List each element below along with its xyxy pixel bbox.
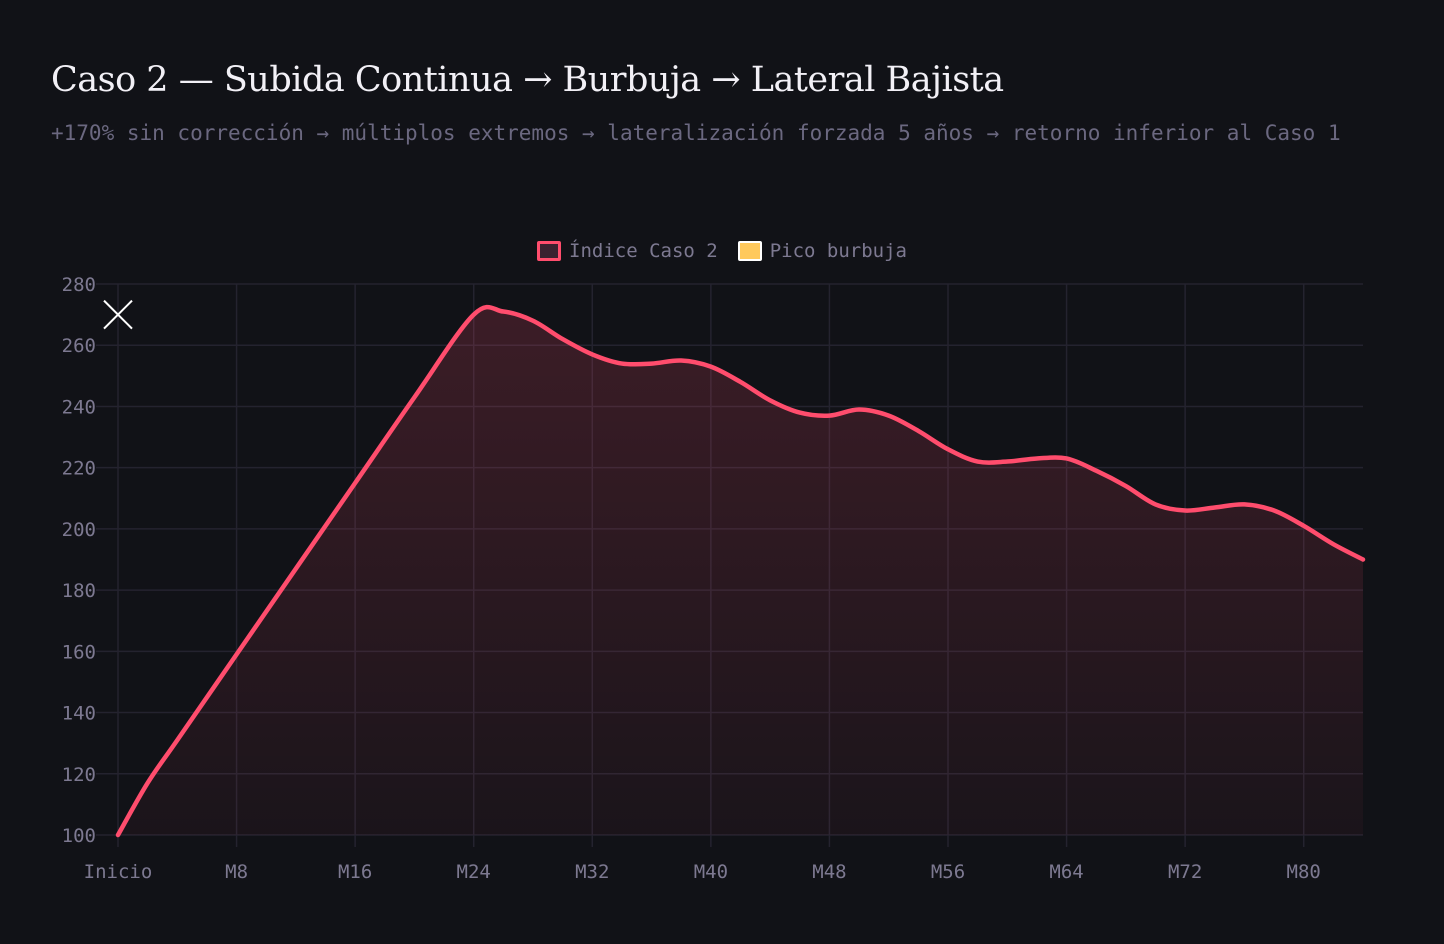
x-tick-label: M80 — [1287, 861, 1321, 883]
legend-item-peak[interactable]: Pico burbuja — [737, 240, 907, 262]
legend-swatch-series — [537, 241, 561, 261]
y-tick-label: 200 — [62, 519, 96, 541]
legend-swatch-peak — [737, 241, 762, 261]
series-line — [115, 304, 1366, 838]
y-tick-label: 120 — [62, 764, 96, 786]
y-tick-label: 180 — [62, 580, 96, 602]
x-tick-label: M24 — [457, 861, 491, 883]
line-layer — [115, 304, 1366, 838]
legend-label-peak: Pico burbuja — [769, 240, 907, 262]
x-tick-label: Inicio — [84, 861, 153, 883]
y-tick-label: 100 — [62, 825, 96, 847]
y-tick-label: 240 — [62, 396, 96, 418]
peak-marker[interactable] — [103, 299, 133, 330]
x-tick-label: M8 — [225, 861, 248, 883]
x-tick-label: M64 — [1049, 861, 1083, 883]
x-tick-label: M32 — [575, 861, 609, 883]
legend-label-series: Índice Caso 2 — [569, 240, 718, 262]
y-tick-label: 220 — [62, 458, 96, 480]
x-axis-ticks: Inicio M8 M16 M24 M32 M40 M48 M56 M64 M72 M80 — [84, 861, 1321, 883]
chart-legend: Índice Caso 2 Pico burbuja — [0, 240, 1444, 262]
y-tick-label: 140 — [62, 703, 96, 725]
area-layer — [118, 307, 1363, 835]
x-tick-label: M48 — [812, 861, 846, 883]
y-tick-label: 280 — [62, 274, 96, 296]
marker-layer — [103, 299, 133, 330]
x-tick-label: M16 — [338, 861, 372, 883]
series-area — [118, 307, 1363, 835]
legend-item-series[interactable]: Índice Caso 2 — [537, 240, 718, 262]
x-tick-label: M40 — [694, 861, 728, 883]
x-tick-label: M56 — [931, 861, 965, 883]
chart-subtitle: +170% sin corrección → múltiplos extremo… — [51, 121, 1341, 145]
y-tick-label: 260 — [62, 335, 96, 357]
chart-title: Caso 2 — Subida Continua → Burbuja → Lat… — [51, 60, 1004, 100]
y-axis-ticks: 100 120 140 160 180 200 220 240 260 280 — [62, 274, 96, 847]
x-tick-label: M72 — [1168, 861, 1202, 883]
y-tick-label: 160 — [62, 641, 96, 663]
